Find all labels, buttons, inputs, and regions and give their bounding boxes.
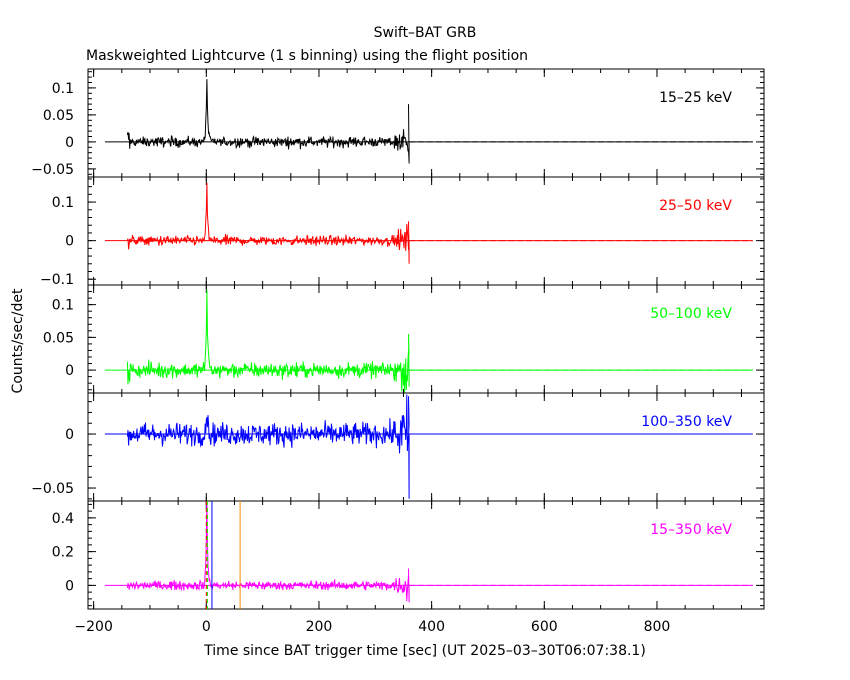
y-tick-label: 0 (65, 234, 74, 250)
band-label: 50–100 keV (650, 306, 732, 322)
panel-frame (87, 284, 765, 394)
x-axis-label: Time since BAT trigger time [sec] (UT 20… (203, 643, 646, 659)
chart-subtitle: Maskweighted Lightcurve (1 s binning) us… (86, 48, 528, 64)
band-label: 15–350 keV (650, 522, 732, 538)
panel-frame (87, 176, 765, 286)
panel-3: 0 0.05 0.1 50–100 keV (43, 284, 765, 394)
y-tick-label: 0.1 (52, 298, 74, 314)
panel-frame (87, 68, 765, 178)
y-tick-label: 0 (65, 578, 74, 594)
y-tick-label: 0 (65, 427, 74, 443)
chart-title: Swift–BAT GRB (374, 25, 477, 41)
y-tick-label: 0 (65, 363, 74, 379)
band-label: 25–50 keV (659, 198, 732, 214)
x-tick-label: 400 (418, 619, 445, 635)
y-tick-label: 0.1 (52, 195, 74, 211)
x-tick-label: 200 (306, 619, 333, 635)
y-tick-label: −0.1 (40, 272, 74, 288)
y-axis-label: Counts/sec/det (10, 288, 26, 393)
y-tick-label: 0.05 (43, 108, 74, 124)
y-tick-label: 0.4 (52, 511, 74, 527)
light-curve (126, 501, 410, 603)
panels: −0.05 0 0.05 0.1 15–25 keV −0.1 0 0.1 25–50 keV 0… (31, 68, 765, 610)
light-curve (126, 394, 410, 499)
panel-2: −0.1 0 0.1 25–50 keV (40, 176, 765, 288)
band-label: 100–350 keV (641, 414, 732, 430)
band-label: 15–25 keV (659, 90, 732, 106)
panel-1: −0.05 0 0.05 0.1 15–25 keV (31, 68, 765, 178)
x-tick-label: −200 (74, 619, 112, 635)
x-tick-label: 600 (531, 619, 558, 635)
light-curve (126, 79, 410, 164)
x-tick-label: 0 (202, 619, 211, 635)
panel-5: 0 0.2 0.4 15–350 keV (52, 500, 765, 610)
panel-4: −0.05 0 100–350 keV (31, 392, 765, 502)
x-axis: −200 0 200 400 600 800 (74, 619, 670, 635)
y-tick-label: 0.05 (43, 330, 74, 346)
x-tick-label: 800 (644, 619, 671, 635)
panel-frame (87, 500, 765, 610)
panel-frame (87, 392, 765, 502)
light-curve (126, 182, 410, 264)
y-tick-label: 0.2 (52, 545, 74, 561)
y-tick-label: 0.1 (52, 81, 74, 97)
light-curve (126, 289, 410, 394)
y-tick-label: −0.05 (31, 162, 74, 178)
y-tick-label: −0.05 (31, 481, 74, 497)
y-tick-label: 0 (65, 135, 74, 151)
